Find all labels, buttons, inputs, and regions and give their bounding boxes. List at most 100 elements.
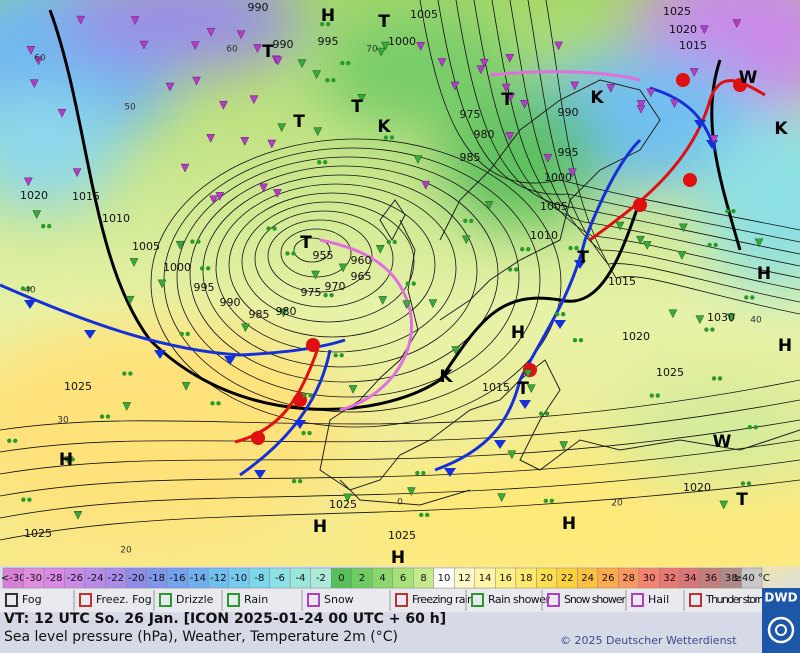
rain-shower-symbol xyxy=(175,240,185,250)
isobar-label: 995 xyxy=(318,35,339,48)
rain-shower-symbol xyxy=(157,279,167,289)
rain-symbol xyxy=(711,376,717,381)
isobar-label: 1010 xyxy=(102,212,130,225)
rain-shower-symbol xyxy=(311,270,320,280)
scale-label: 28 xyxy=(622,573,635,584)
snow-shower-symbol xyxy=(272,189,282,198)
pressure-center: T xyxy=(293,112,305,132)
pressure-center: K xyxy=(774,119,788,139)
legend-icon xyxy=(547,593,560,607)
isobar-label: 1005 xyxy=(132,240,160,253)
rain-symbol xyxy=(190,239,195,244)
cold-front-barb xyxy=(24,300,36,309)
isobar xyxy=(0,419,800,475)
cold-front-barb xyxy=(154,350,166,359)
rain-shower-symbol xyxy=(73,511,83,520)
isobar xyxy=(0,439,800,497)
snow-shower-symbol xyxy=(506,92,516,102)
rain-symbol xyxy=(543,498,548,504)
rain-symbol xyxy=(463,218,468,224)
rain-symbol xyxy=(105,414,111,419)
rain-symbol xyxy=(415,470,420,476)
rain-shower-symbol xyxy=(129,258,139,267)
pressure-center: T xyxy=(262,42,274,62)
isobar-label: 1025 xyxy=(64,380,92,393)
rain-symbol xyxy=(13,438,18,444)
cold-front xyxy=(0,283,346,357)
legend-icon xyxy=(471,593,484,607)
scale-cell xyxy=(741,567,763,589)
pressure-center: K xyxy=(439,367,453,387)
rain-symbol xyxy=(704,327,709,332)
rain-symbol xyxy=(7,438,12,444)
isobar-label: 1015 xyxy=(679,39,707,52)
thick-isobars xyxy=(48,9,742,411)
scale-label: 24 xyxy=(581,573,594,584)
legend-label: Rain xyxy=(244,593,268,606)
rain-symbol xyxy=(323,292,328,298)
isobar-label: 1000 xyxy=(544,171,572,184)
pressure-center: T xyxy=(736,490,748,510)
scale-label: 0 xyxy=(338,573,344,584)
rain-shower-symbol xyxy=(507,450,517,460)
rain-shower-symbol xyxy=(313,127,323,137)
rain-symbol xyxy=(285,251,290,256)
rain-shower-symbol xyxy=(125,295,135,305)
isobar-label: 1025 xyxy=(663,5,691,18)
description: Sea level pressure (hPa), Weather, Tempe… xyxy=(4,629,398,645)
isobar-label: 985 xyxy=(249,308,270,321)
rain-shower-symbol xyxy=(677,251,687,260)
rain-symbol xyxy=(185,331,190,337)
rain-symbol xyxy=(319,22,325,27)
snow-shower-symbol xyxy=(215,192,225,201)
isobars xyxy=(0,0,800,541)
snow-shower-symbol xyxy=(240,137,250,146)
isobar xyxy=(241,201,415,323)
snow-shower-symbol xyxy=(709,135,719,144)
pressure-center: T xyxy=(517,379,529,399)
rain-shower-symbol xyxy=(312,70,321,80)
cold-front xyxy=(239,349,332,477)
scale-label: 12 xyxy=(458,573,471,584)
warm-front-bump xyxy=(733,78,747,92)
pressure-center: H xyxy=(511,323,525,343)
isobar-label: 955 xyxy=(313,249,334,262)
snow-shower-symbol xyxy=(646,88,656,98)
rain-symbol xyxy=(469,218,474,224)
grid-label: 50 xyxy=(124,103,136,113)
rain-shower-symbol xyxy=(523,369,533,379)
isobar-label: 995 xyxy=(194,281,215,294)
legend-icon xyxy=(227,593,240,607)
rain-symbol xyxy=(340,60,345,66)
snow-shower-symbol xyxy=(732,19,742,29)
rain-shower-symbol xyxy=(413,155,423,165)
pressure-center: T xyxy=(501,90,513,110)
rain-shower-symbol xyxy=(526,384,536,394)
snow-shower-symbol xyxy=(130,16,140,26)
isobar xyxy=(509,0,800,291)
scale-label: -6 xyxy=(275,573,285,584)
rain-symbol xyxy=(520,247,525,252)
scale-label: 10 xyxy=(438,573,451,584)
rain-symbol xyxy=(291,479,297,484)
snow-shower-symbol xyxy=(209,195,219,205)
scale-label: -26 xyxy=(67,573,83,584)
rain-symbol xyxy=(196,239,201,244)
cold-front-barb xyxy=(706,140,718,149)
legend-background xyxy=(0,589,800,612)
scale-label: -4 xyxy=(295,573,305,584)
snow-shower-symbol xyxy=(450,81,460,91)
cold-front-barb xyxy=(444,468,456,477)
isobar-label: 1015 xyxy=(608,275,636,288)
rain-symbol xyxy=(199,266,205,271)
legend-icon xyxy=(307,593,320,607)
rain-symbol xyxy=(325,22,331,27)
snow-shower-symbol xyxy=(165,82,175,92)
snow-shower-symbol xyxy=(567,168,577,178)
rain-symbol xyxy=(308,393,313,398)
rain-shower-symbol xyxy=(678,223,688,233)
pressure-center: H xyxy=(778,336,792,356)
isobar-label: 980 xyxy=(276,305,297,318)
scale-label: -18 xyxy=(149,573,165,584)
snow-shower-symbol xyxy=(249,95,259,105)
